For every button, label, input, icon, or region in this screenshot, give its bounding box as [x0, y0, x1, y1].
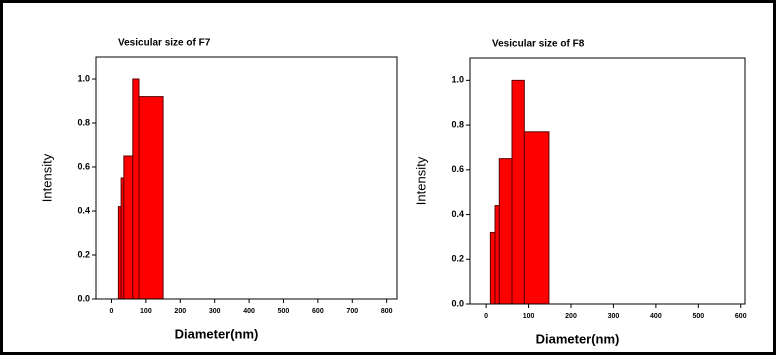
x-tick-label: 400: [243, 308, 255, 315]
x-tick-label: 200: [565, 313, 577, 320]
chart-title: Vesicular size of F8: [492, 39, 585, 50]
bar: [123, 155, 134, 300]
bar: [498, 158, 513, 305]
y-tick-label: 0.6: [451, 164, 464, 174]
x-tick-label: 300: [608, 313, 620, 320]
x-tick-label: 300: [209, 308, 221, 315]
plot-frame: [95, 56, 398, 300]
x-tick-label: 600: [735, 313, 747, 320]
y-axis-label: Intensity: [413, 156, 428, 205]
x-tick-label: 500: [692, 313, 704, 320]
x-tick-label: 800: [381, 308, 393, 315]
y-tick-label: 0.8: [451, 119, 464, 129]
x-tick-label: 700: [346, 308, 358, 315]
plot-frame: [469, 57, 746, 305]
x-tick-label: 500: [278, 308, 290, 315]
x-tick-label: 100: [523, 313, 535, 320]
y-tick-label: 1.0: [451, 75, 464, 85]
y-tick-label: 1.0: [77, 73, 90, 83]
bar: [511, 79, 525, 305]
y-tick-label: 0.2: [451, 254, 464, 264]
x-tick-label: 100: [140, 308, 152, 315]
x-tick-label: 0: [484, 313, 488, 320]
y-axis-label: Intensity: [39, 153, 54, 202]
x-tick-label: 600: [312, 308, 324, 315]
y-tick-label: 0.4: [77, 205, 90, 215]
bar: [489, 231, 496, 305]
y-tick-label: 0.0: [77, 293, 90, 303]
x-tick-label: 200: [174, 308, 186, 315]
y-tick-label: 0.0: [451, 298, 464, 308]
y-tick-label: 0.6: [77, 161, 90, 171]
bar: [523, 131, 550, 305]
x-axis-label: Diameter(nm): [175, 326, 259, 341]
bar: [138, 96, 164, 300]
x-tick-label: 400: [650, 313, 662, 320]
bar: [494, 205, 500, 305]
y-tick-label: 0.2: [77, 249, 90, 259]
y-tick-label: 0.4: [451, 209, 464, 219]
bar: [132, 78, 140, 300]
x-tick-label: 0: [110, 308, 114, 315]
chart-title: Vesicular size of F7: [118, 38, 211, 49]
x-axis-label: Diameter(nm): [536, 331, 620, 346]
y-tick-label: 0.8: [77, 117, 90, 127]
